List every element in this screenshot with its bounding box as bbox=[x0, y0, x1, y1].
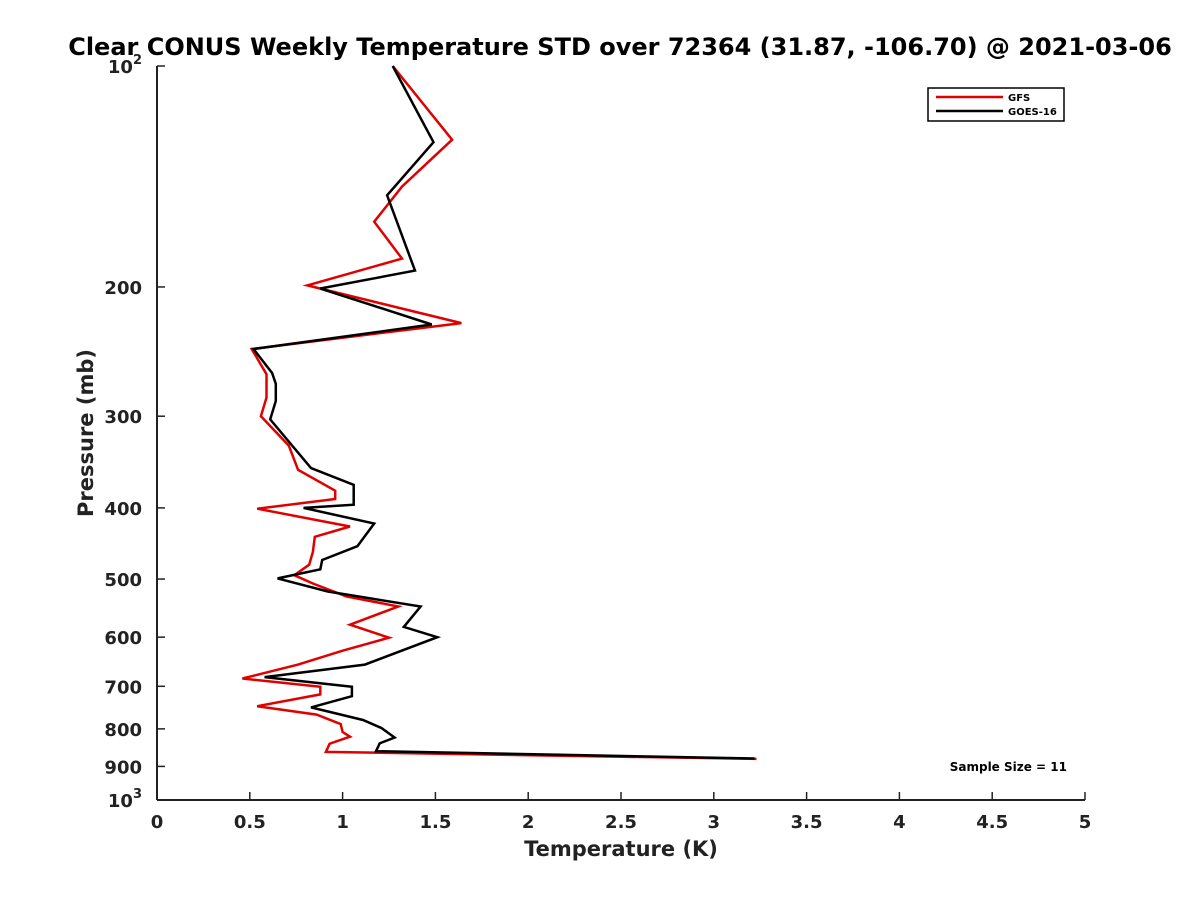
legend-label-goes16: GOES-16 bbox=[1008, 107, 1057, 118]
x-tick-label: 3.5 bbox=[791, 812, 823, 833]
x-tick-label: 4 bbox=[893, 812, 906, 833]
x-tick-label: 2.5 bbox=[605, 812, 637, 833]
legend-box bbox=[927, 87, 1065, 122]
y-tick-label: 500 bbox=[104, 570, 142, 591]
y-tick-label: 400 bbox=[104, 499, 142, 520]
y-tick-label: 200 bbox=[104, 278, 142, 299]
x-axis-label: Temperature (K) bbox=[524, 837, 718, 861]
x-tick-label: 3 bbox=[708, 812, 721, 833]
y-tick-label: 800 bbox=[104, 720, 142, 741]
y-tick-label: 102 bbox=[108, 53, 142, 78]
y-tick-label: 700 bbox=[104, 677, 142, 698]
y-axis-label: Pressure (mb) bbox=[74, 349, 98, 517]
sample-size-annotation: Sample Size = 11 bbox=[950, 760, 1067, 774]
x-tick-label: 5 bbox=[1079, 812, 1092, 833]
x-ticks: 0 0.5 1 1.5 2 2.5 3 3.5 4 4.5 5 bbox=[151, 792, 1092, 833]
y-tick-label: 103 bbox=[108, 787, 142, 812]
legend: GFS GOES-16 bbox=[927, 87, 1065, 122]
plot-area bbox=[156, 66, 1085, 801]
x-tick-label: 0.5 bbox=[234, 812, 266, 833]
x-tick-label: 4.5 bbox=[976, 812, 1008, 833]
y-tick-label: 600 bbox=[104, 628, 142, 649]
y-ticks: 102 200 300 400 500 600 700 800 900 103 bbox=[104, 53, 165, 812]
x-tick-label: 2 bbox=[522, 812, 535, 833]
x-tick-label: 1 bbox=[336, 812, 349, 833]
y-tick-label: 900 bbox=[104, 757, 142, 778]
x-tick-label: 1.5 bbox=[419, 812, 451, 833]
series-line-goes16 bbox=[251, 65, 755, 760]
series-layer bbox=[242, 65, 757, 761]
x-tick-label: 0 bbox=[151, 812, 164, 833]
y-tick-label: 300 bbox=[104, 407, 142, 428]
series-line-gfs bbox=[242, 65, 757, 761]
chart-title: Clear CONUS Weekly Temperature STD over … bbox=[68, 33, 1172, 61]
legend-label-gfs: GFS bbox=[1008, 93, 1030, 104]
